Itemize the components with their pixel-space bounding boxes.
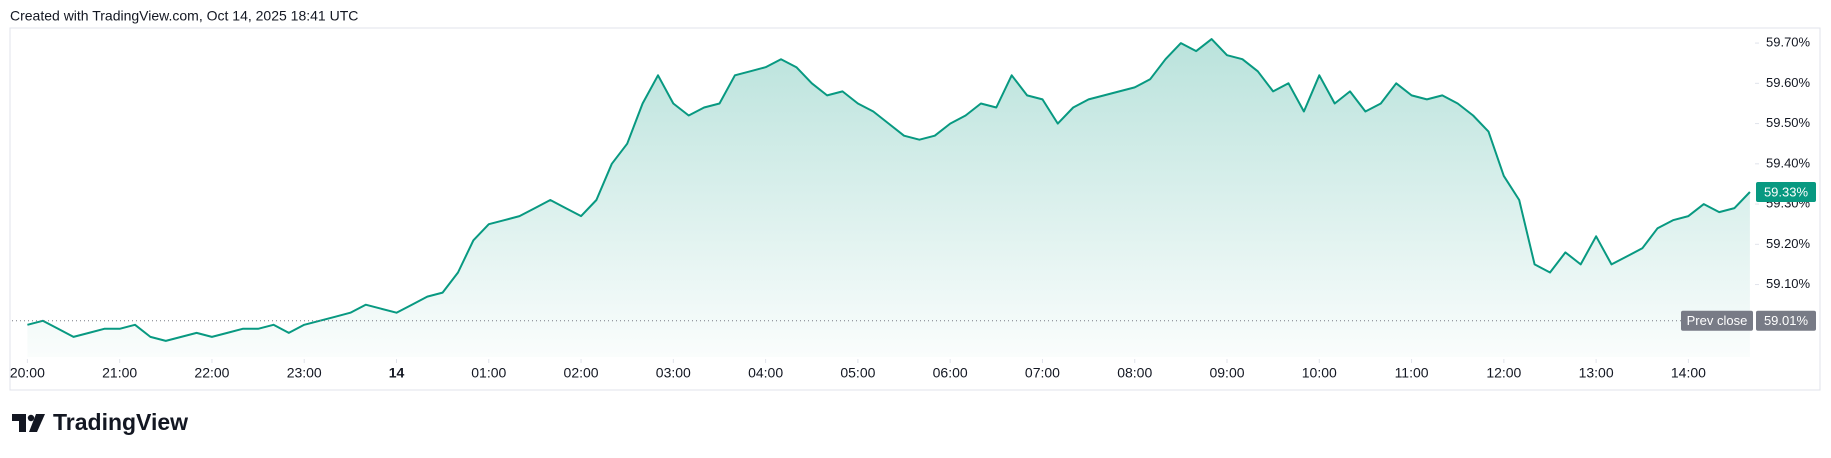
y-tick-label: 59.40% (1766, 155, 1811, 170)
x-tick-label: 10:00 (1302, 365, 1337, 381)
x-tick-label: 21:00 (102, 365, 137, 381)
last-price-badge (1756, 181, 1816, 202)
x-tick-label: 11:00 (1395, 365, 1429, 381)
prev-close-name: Prev close (1687, 313, 1748, 328)
chart-frame (9, 27, 1821, 391)
logo-icon-slash (29, 414, 45, 432)
last-price-label: 59.33% (1764, 184, 1809, 199)
plot: 59.10%59.20%59.30%59.40%59.50%59.60%59.7… (10, 35, 1816, 381)
chart-title: Created with TradingView.com, Oct 14, 20… (10, 8, 358, 24)
x-tick-label: 08:00 (1117, 365, 1152, 381)
x-tick-label: 02:00 (564, 365, 599, 381)
x-tick-label: 07:00 (1025, 365, 1060, 381)
y-tick-label: 59.70% (1766, 35, 1811, 50)
x-tick-label: 22:00 (194, 365, 229, 381)
area-fill (27, 39, 1750, 357)
brand-name: TradingView (53, 409, 188, 435)
x-tick-label: 03:00 (656, 365, 691, 381)
x-tick-label: 14 (389, 365, 405, 381)
x-tick-label: 12:00 (1486, 365, 1521, 381)
prev-close-label: 59.01% (1764, 313, 1809, 328)
x-tick-label: 05:00 (840, 365, 875, 381)
prev-close-tag (1681, 310, 1753, 331)
y-tick-label: 59.20% (1766, 236, 1811, 251)
x-tick-label: 23:00 (287, 365, 322, 381)
x-tick-label: 20:00 (10, 365, 45, 381)
x-tick-label: 13:00 (1579, 365, 1614, 381)
x-tick-label: 06:00 (933, 365, 968, 381)
x-tick-label: 01:00 (471, 365, 506, 381)
x-tick-label: 04:00 (748, 365, 783, 381)
x-tick-label: 09:00 (1209, 365, 1244, 381)
price-line (27, 38, 1751, 342)
logo-icon (12, 414, 26, 432)
y-tick-label: 59.60% (1766, 75, 1811, 90)
x-tick-label: 14:00 (1671, 365, 1706, 381)
y-tick-label: 59.10% (1766, 276, 1811, 291)
logo-icon-dot (27, 414, 35, 422)
y-tick-label: 59.50% (1766, 115, 1811, 130)
brand-logo: TradingView (12, 409, 188, 435)
prev-close-badge (1756, 310, 1816, 331)
